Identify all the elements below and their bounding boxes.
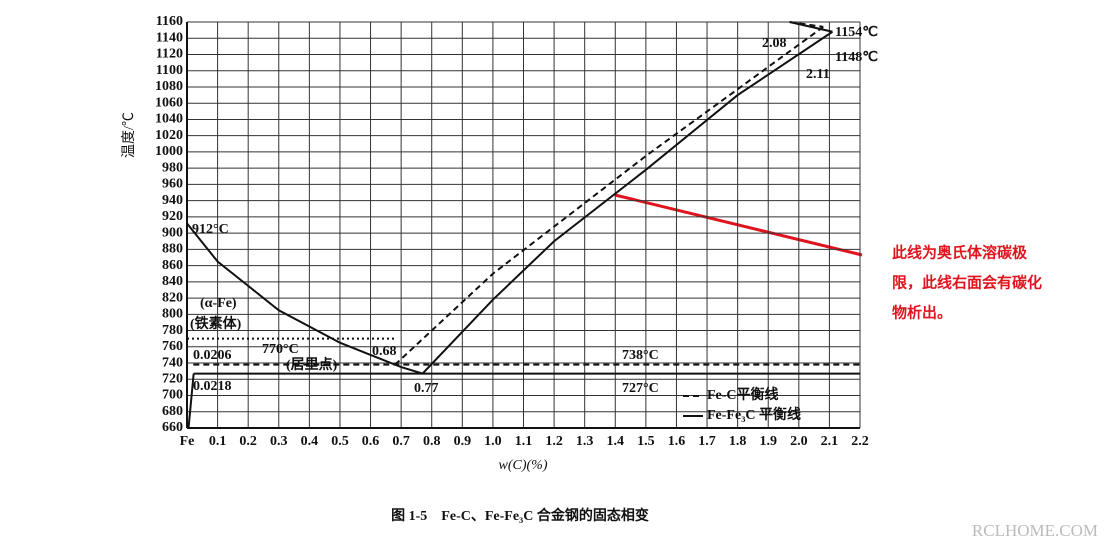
x-tick-label: 0.8 xyxy=(423,434,441,449)
annotation: 2.11 xyxy=(806,67,830,82)
annotation: (α-Fe) xyxy=(200,296,237,311)
x-tick-label: 0.3 xyxy=(270,434,288,449)
x-tick-label: 0.4 xyxy=(301,434,319,449)
x-tick-label: 0.9 xyxy=(454,434,472,449)
y-tick-label: 740 xyxy=(162,355,183,370)
legend-label: Fe-C平衡线 xyxy=(707,386,779,403)
y-tick-label: 780 xyxy=(162,323,183,338)
x-tick-label: 1.4 xyxy=(607,434,625,449)
y-tick-label: 760 xyxy=(162,339,183,354)
annotation: 1154℃ xyxy=(835,25,878,40)
y-tick-label: 980 xyxy=(162,160,183,175)
y-tick-label: 880 xyxy=(162,242,183,257)
y-tick-label: 800 xyxy=(162,307,183,322)
y-tick-label: 1080 xyxy=(155,79,183,94)
annotation: 0.77 xyxy=(414,381,439,396)
annotation: 1148℃ xyxy=(835,50,878,65)
x-tick-label: 1.3 xyxy=(576,434,594,449)
x-tick-label: 0.1 xyxy=(209,434,227,449)
x-tick-label: 2.0 xyxy=(790,434,808,449)
x-tick-label: Fe xyxy=(180,434,195,449)
y-tick-label: 1120 xyxy=(156,47,183,62)
y-tick-label: 860 xyxy=(162,258,183,273)
note: 物析出。 xyxy=(892,304,952,322)
y-tick-label: 1160 xyxy=(156,14,183,29)
x-tick-label: 1.6 xyxy=(668,434,686,449)
y-tick-label: 920 xyxy=(162,209,183,224)
y-tick-label: 1040 xyxy=(155,112,183,127)
y-tick-label: 700 xyxy=(162,388,183,403)
x-tick-label: 0.7 xyxy=(392,434,410,449)
note-pointer xyxy=(614,193,863,257)
series-line xyxy=(193,21,860,366)
x-tick-label: 1.5 xyxy=(637,434,655,449)
x-tick-label: 1.8 xyxy=(729,434,747,449)
annotation: 738°C xyxy=(622,348,659,363)
x-tick-label: 1.0 xyxy=(484,434,502,449)
annotation: 0.0218 xyxy=(193,379,232,394)
annotation: 727°C xyxy=(622,381,659,396)
x-tick-label: 0.5 xyxy=(331,434,349,449)
x-tick-label: 2.1 xyxy=(821,434,839,449)
y-tick-label: 1020 xyxy=(155,128,183,143)
x-tick-label: 1.7 xyxy=(698,434,716,449)
note: 限，此线右面会有碳化 xyxy=(892,274,1042,292)
y-tick-label: 840 xyxy=(162,274,183,289)
annotation: 0.0206 xyxy=(193,348,232,363)
annotation: 770°C xyxy=(262,342,299,357)
y-tick-label: 660 xyxy=(162,420,183,435)
y-tick-label: 960 xyxy=(162,177,183,192)
y-tick-label: 720 xyxy=(162,371,183,386)
x-tick-label: 0.2 xyxy=(239,434,257,449)
y-tick-label: 1000 xyxy=(155,144,183,159)
series-line xyxy=(186,21,860,429)
annotation: 0.68 xyxy=(372,344,397,359)
annotation: (铁素体) xyxy=(190,315,242,332)
x-tick-label: 0.6 xyxy=(362,434,380,449)
annotation: 912°C xyxy=(192,222,229,237)
x-tick-label: 1.9 xyxy=(759,434,777,449)
annotation: 2.08 xyxy=(762,36,787,51)
note: 此线为奥氏体溶碳极 xyxy=(892,244,1028,262)
y-tick-label: 680 xyxy=(162,404,183,419)
watermark: RCLHOME.COM xyxy=(972,521,1098,540)
x-tick-label: 1.2 xyxy=(545,434,563,449)
y-tick-label: 1060 xyxy=(155,95,183,110)
x-axis-label: w(C)(%) xyxy=(499,458,548,473)
y-tick-label: 820 xyxy=(162,290,183,305)
x-tick-label: 1.1 xyxy=(515,434,533,449)
x-tick-label: 2.2 xyxy=(851,434,869,449)
annotation: (居里点) xyxy=(286,356,338,373)
y-tick-label: 900 xyxy=(162,225,183,240)
caption: 图 1-5 Fe-C、Fe-Fe₃C 合金钢的固态相变 xyxy=(391,507,649,524)
y-tick-label: 1140 xyxy=(156,30,183,45)
y-axis-label: 温度/℃ xyxy=(121,112,137,158)
y-tick-label: 940 xyxy=(162,193,183,208)
legend-label: Fe-Fe₃C 平衡线 xyxy=(707,406,801,423)
y-tick-label: 1100 xyxy=(156,63,183,78)
